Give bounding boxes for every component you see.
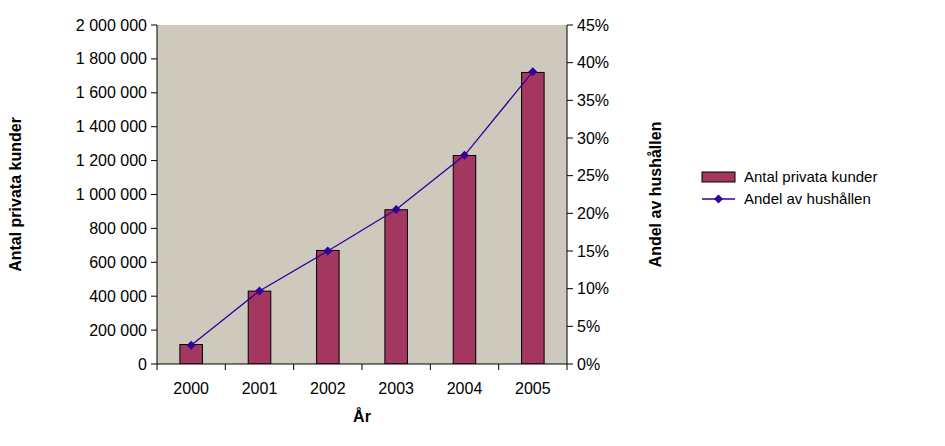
- y2-tick: [567, 25, 573, 26]
- x-tick-label: 2005: [515, 380, 551, 397]
- marker: [255, 286, 264, 295]
- bar: [522, 72, 545, 364]
- marker: [187, 341, 196, 350]
- marker: [460, 151, 469, 160]
- bar: [385, 210, 408, 364]
- marker: [392, 205, 401, 214]
- bar: [317, 250, 340, 364]
- y2-axis-line: [567, 25, 568, 364]
- y2-tick: [567, 62, 573, 63]
- y-tick: [151, 296, 157, 297]
- marker: [323, 247, 332, 256]
- y-tick-label: 1 000 000: [76, 186, 147, 203]
- y2-tick-label: 0%: [577, 356, 600, 373]
- y2-tick: [567, 251, 573, 252]
- marker: [528, 67, 537, 76]
- y2-tick-label: 25%: [577, 167, 609, 184]
- x-tick: [498, 364, 499, 370]
- x-tick: [157, 364, 158, 370]
- marks: [180, 67, 544, 364]
- x-tick-label: 2004: [447, 380, 483, 397]
- y2-tick-label: 40%: [577, 54, 609, 71]
- x-tick: [225, 364, 226, 370]
- y2-tick-label: 10%: [577, 280, 609, 297]
- y-tick: [151, 160, 157, 161]
- y-tick-label: 0: [138, 356, 147, 373]
- y2-tick: [567, 288, 573, 289]
- x-tick-label: 2003: [378, 380, 414, 397]
- y2-tick: [567, 100, 573, 101]
- x-tick: [362, 364, 363, 370]
- x-tick: [430, 364, 431, 370]
- y-tick-label: 800 000: [89, 220, 147, 237]
- y2-tick-label: 35%: [577, 92, 609, 109]
- plot-area: [157, 25, 567, 364]
- y2-tick: [567, 364, 573, 365]
- y2-tick-label: 20%: [577, 205, 609, 222]
- x-tick: [293, 364, 294, 370]
- bar: [248, 291, 271, 364]
- x-tick-label: 2001: [242, 380, 278, 397]
- y-tick: [151, 228, 157, 229]
- y2-axis-title: Andel av hushållen: [647, 122, 664, 268]
- y-tick: [151, 330, 157, 331]
- y2-tick-label: 45%: [577, 17, 609, 34]
- legend-marker: [714, 195, 723, 204]
- y-tick-label: 1 400 000: [76, 118, 147, 135]
- y2-tick: [567, 175, 573, 176]
- y2-tick-label: 30%: [577, 130, 609, 147]
- y-tick-label: 600 000: [89, 254, 147, 271]
- axes: 0 200 000 400 000 600 000 800 000 1 000 000 1 …: [76, 17, 609, 398]
- x-axis-title: År: [353, 407, 371, 425]
- y-tick: [151, 126, 157, 127]
- y-tick: [151, 194, 157, 195]
- legend-label: Andel av hushållen: [744, 190, 871, 207]
- y-tick: [151, 262, 157, 263]
- y2-tick-label: 15%: [577, 243, 609, 260]
- y-axis-title: Antal privata kunder: [7, 117, 24, 272]
- line: [191, 72, 533, 345]
- x-tick-label: 2002: [310, 380, 346, 397]
- y-tick-label: 1 600 000: [76, 84, 147, 101]
- y2-tick: [567, 138, 573, 139]
- y-tick-label: 1 200 000: [76, 152, 147, 169]
- y2-tick: [567, 326, 573, 327]
- y-tick: [151, 92, 157, 93]
- y2-tick-label: 5%: [577, 318, 600, 335]
- y-tick-label: 2 000 000: [76, 17, 147, 34]
- chart: 0 200 000 400 000 600 000 800 000 1 000 000 1 …: [0, 0, 945, 446]
- y-tick: [151, 58, 157, 59]
- y-tick: [151, 364, 157, 365]
- y-tick-label: 200 000: [89, 322, 147, 339]
- y-tick: [151, 25, 157, 26]
- bar: [453, 156, 476, 364]
- y-tick-label: 1 800 000: [76, 50, 147, 67]
- legend-swatch: [702, 172, 735, 182]
- legend: Antal privata kunder Andel av hushållen: [702, 168, 877, 207]
- x-tick-label: 2000: [173, 380, 209, 397]
- x-tick: [567, 364, 568, 370]
- legend-label: Antal privata kunder: [744, 168, 877, 185]
- y-tick-label: 400 000: [89, 288, 147, 305]
- y2-tick: [567, 213, 573, 214]
